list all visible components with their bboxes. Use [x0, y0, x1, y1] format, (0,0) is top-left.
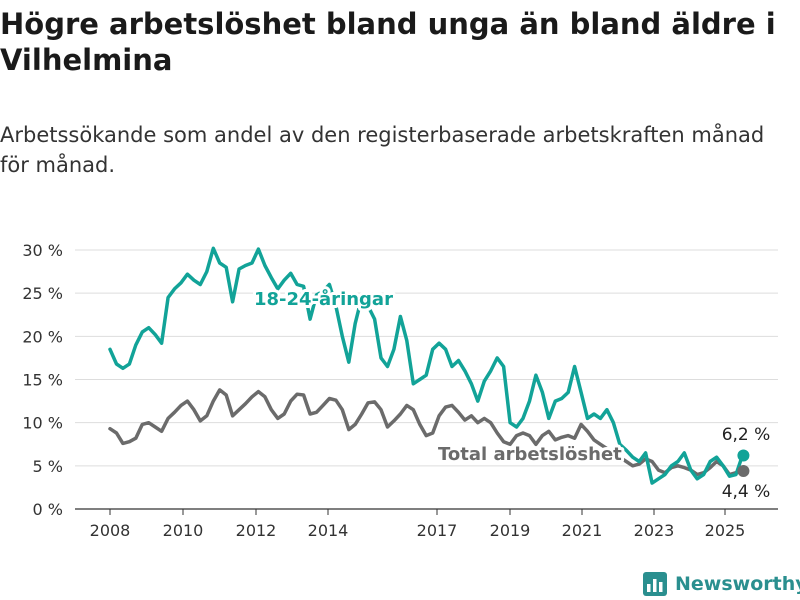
y-tick-label: 5 %	[33, 457, 63, 476]
x-tick-label: 2025	[705, 521, 746, 540]
x-tick-label: 2012	[236, 521, 277, 540]
x-tick-label: 2014	[308, 521, 349, 540]
x-tick-label: 2017	[417, 521, 458, 540]
series-line-total	[108, 388, 745, 477]
series-line-youth	[108, 246, 745, 485]
x-tick-label: 2010	[163, 521, 204, 540]
x-tick-label: 2008	[90, 521, 131, 540]
end-label-youth: 6,2 %	[722, 425, 771, 445]
end-point-youth	[737, 449, 750, 462]
end-label-total: 4,4 %	[722, 482, 771, 502]
newsworthy-brand[interactable]: Newsworthy	[643, 568, 800, 600]
y-tick-label: 15 %	[22, 371, 63, 390]
x-tick-label: 2021	[562, 521, 603, 540]
bar-chart-logo-icon	[643, 572, 667, 596]
end-point-total	[737, 465, 750, 478]
series-label-total: Total arbetslöshet	[438, 444, 622, 465]
y-tick-label: 0 %	[33, 500, 63, 519]
y-tick-label: 20 %	[22, 327, 63, 346]
y-tick-label: 30 %	[22, 241, 63, 260]
chart-subtitle: Arbetssökande som andel av den registerb…	[0, 123, 765, 177]
chart-title: Högre arbetslöshet bland unga än bland ä…	[0, 7, 776, 77]
y-tick-label: 10 %	[22, 414, 63, 433]
brand-name: Newsworthy	[675, 573, 800, 595]
y-tick-label: 25 %	[22, 284, 63, 303]
x-tick-label: 2019	[490, 521, 531, 540]
series-label-youth: 18-24-åringar	[254, 288, 393, 310]
x-tick-label: 2023	[634, 521, 675, 540]
